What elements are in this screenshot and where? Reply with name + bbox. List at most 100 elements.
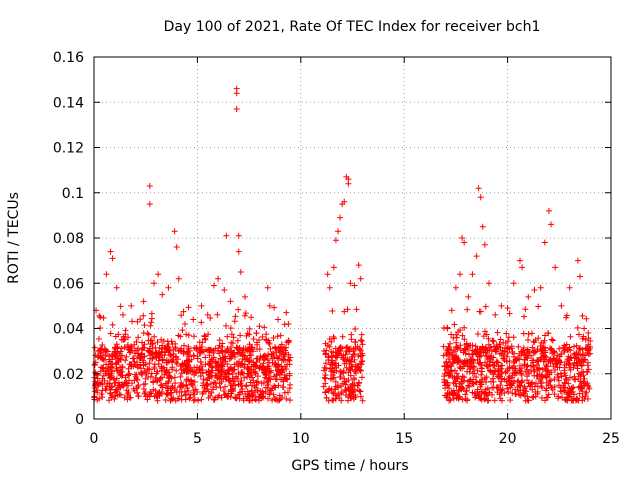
data-point: [357, 337, 364, 344]
data-point: [459, 384, 466, 391]
data-point: [108, 384, 115, 391]
data-point: [574, 324, 581, 331]
data-point: [485, 280, 492, 287]
data-point: [558, 302, 565, 309]
data-point: [567, 374, 574, 381]
x-tick-label: 10: [292, 431, 310, 447]
data-point: [133, 375, 140, 382]
data-point: [339, 333, 346, 340]
data-point: [224, 345, 231, 352]
data-point: [528, 381, 535, 388]
data-point: [320, 347, 327, 354]
data-point: [454, 359, 460, 366]
data-point: [520, 330, 527, 337]
data-point: [329, 308, 336, 315]
data-point: [286, 385, 293, 392]
data-point: [109, 255, 116, 262]
data-point: [332, 395, 339, 402]
data-point: [161, 371, 168, 378]
data-point: [233, 90, 240, 97]
data-point: [482, 303, 489, 310]
data-point: [505, 334, 512, 341]
data-point: [354, 343, 361, 350]
data-point: [284, 376, 291, 383]
data-point: [270, 335, 277, 342]
data-point: [525, 370, 532, 377]
data-point: [244, 393, 251, 400]
data-point: [444, 349, 451, 356]
data-point: [172, 353, 179, 360]
data-point: [490, 338, 497, 345]
data-point: [180, 349, 187, 356]
data-point: [235, 363, 242, 370]
data-point: [112, 393, 119, 400]
data-point: [283, 375, 290, 382]
data-point: [243, 347, 250, 354]
y-tick-label: 0: [75, 412, 84, 428]
data-point: [585, 330, 592, 337]
data-point: [345, 397, 352, 404]
data-point: [478, 371, 485, 378]
data-point: [494, 359, 501, 366]
data-point: [448, 368, 455, 375]
data-point: [330, 389, 337, 396]
data-point: [275, 382, 282, 389]
data-point: [504, 358, 511, 365]
data-point: [579, 335, 586, 342]
data-point: [185, 349, 192, 356]
data-point: [179, 327, 186, 334]
data-point: [259, 333, 266, 340]
data-point: [494, 389, 501, 396]
data-point: [104, 364, 111, 371]
data-point: [568, 397, 575, 404]
data-point: [335, 362, 342, 369]
data-point: [448, 307, 455, 314]
data-point: [543, 374, 550, 381]
data-point: [358, 337, 365, 344]
data-point: [97, 354, 104, 361]
data-point: [487, 344, 494, 351]
data-point: [524, 397, 531, 404]
data-point: [277, 332, 284, 339]
data-point: [244, 330, 251, 337]
data-point: [546, 378, 553, 385]
data-point: [525, 336, 532, 343]
data-point: [159, 365, 166, 372]
data-point: [254, 345, 261, 352]
data-point: [109, 321, 116, 328]
data-point: [149, 345, 156, 352]
data-point: [192, 396, 199, 403]
data-point: [490, 354, 497, 361]
data-point: [228, 348, 235, 355]
data-point: [463, 342, 470, 349]
data-point: [342, 381, 349, 388]
data-point: [91, 344, 98, 351]
data-point: [324, 342, 331, 349]
data-point: [233, 374, 240, 381]
data-point: [583, 389, 590, 396]
data-point: [353, 306, 360, 313]
data-point: [190, 333, 197, 340]
data-point: [503, 378, 510, 385]
data-point: [325, 388, 332, 395]
data-point: [485, 397, 492, 404]
data-point: [575, 331, 582, 338]
data-point: [542, 397, 549, 404]
y-tick-label: 0.08: [53, 231, 84, 247]
data-point: [219, 340, 226, 347]
data-point: [148, 337, 155, 344]
data-point: [356, 346, 363, 353]
data-point: [253, 381, 260, 388]
data-point: [464, 306, 471, 313]
data-point: [494, 344, 501, 351]
data-point: [180, 308, 187, 315]
data-point: [508, 345, 515, 352]
data-point: [209, 364, 216, 371]
data-point: [145, 374, 152, 381]
data-point: [444, 389, 451, 396]
data-point: [337, 344, 344, 351]
data-point: [163, 359, 170, 366]
data-point: [531, 339, 538, 346]
data-point: [121, 336, 128, 343]
